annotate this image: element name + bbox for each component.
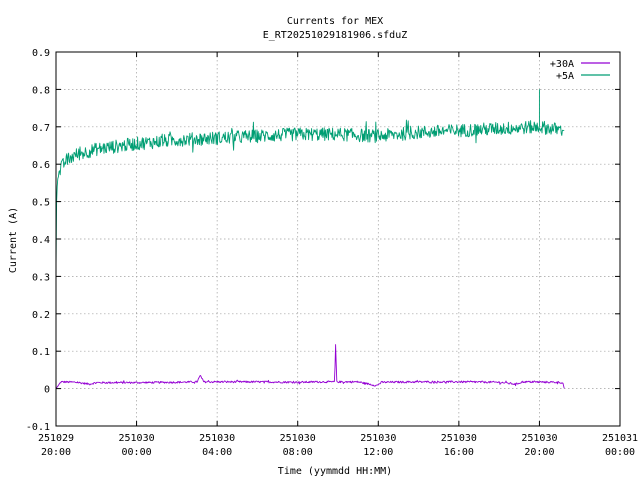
x-tick-label-time: 04:00	[202, 447, 232, 458]
x-tick-label-time: 00:00	[605, 447, 635, 458]
x-tick-label-time: 08:00	[283, 447, 313, 458]
series-line-plus30a	[55, 344, 565, 389]
x-tick-label-time: 20:00	[41, 447, 71, 458]
chart-subtitle: E_RT20251029181906.sfduZ	[263, 30, 408, 41]
y-tick-label: 0.6	[32, 160, 50, 171]
y-tick-label: 0.5	[32, 198, 50, 209]
y-tick-label: 0.3	[32, 272, 50, 283]
y-tick-label: 0.7	[32, 123, 50, 134]
series-layer	[55, 89, 565, 389]
x-tick-label-date: 251030	[360, 433, 396, 444]
axis-layer: -0.1 0 0.1 0.2 0.3 0.4 0.5 0.6 0.7 0.8 0.9 251029 20…	[26, 48, 638, 458]
series-line-plus5a	[55, 89, 565, 269]
y-tick-label: 0.8	[32, 85, 50, 96]
y-tick-label: 0.1	[32, 347, 50, 358]
plot-frame	[55, 51, 621, 427]
y-tick-label: 0.4	[32, 235, 50, 246]
x-tick-label-date: 251030	[199, 433, 235, 444]
x-tick-label-time: 20:00	[524, 447, 554, 458]
x-tick-label-date: 251030	[280, 433, 316, 444]
x-tick-label-date: 251029	[38, 433, 74, 444]
x-tick-label-time: 16:00	[444, 447, 474, 458]
legend-label: +30A	[550, 59, 574, 70]
x-tick-label-date: 251030	[119, 433, 155, 444]
x-tick-label-date: 251030	[521, 433, 557, 444]
y-tick-label: 0	[44, 385, 50, 396]
legend: +30A+5A	[550, 59, 610, 82]
x-tick-label-time: 12:00	[363, 447, 393, 458]
x-axis-label: Time (yymmdd HH:MM)	[278, 466, 392, 477]
y-tick-label: 0.2	[32, 310, 50, 321]
y-tick-label: 0.9	[32, 48, 50, 59]
x-tick-label-date: 251030	[441, 433, 477, 444]
y-tick-label: -0.1	[26, 422, 50, 433]
y-axis-label: Current (A)	[8, 207, 19, 273]
legend-label: +5A	[556, 71, 574, 82]
chart-title: Currents for MEX	[287, 16, 383, 27]
x-tick-label-date: 251031	[602, 433, 638, 444]
x-tick-label-time: 00:00	[122, 447, 152, 458]
